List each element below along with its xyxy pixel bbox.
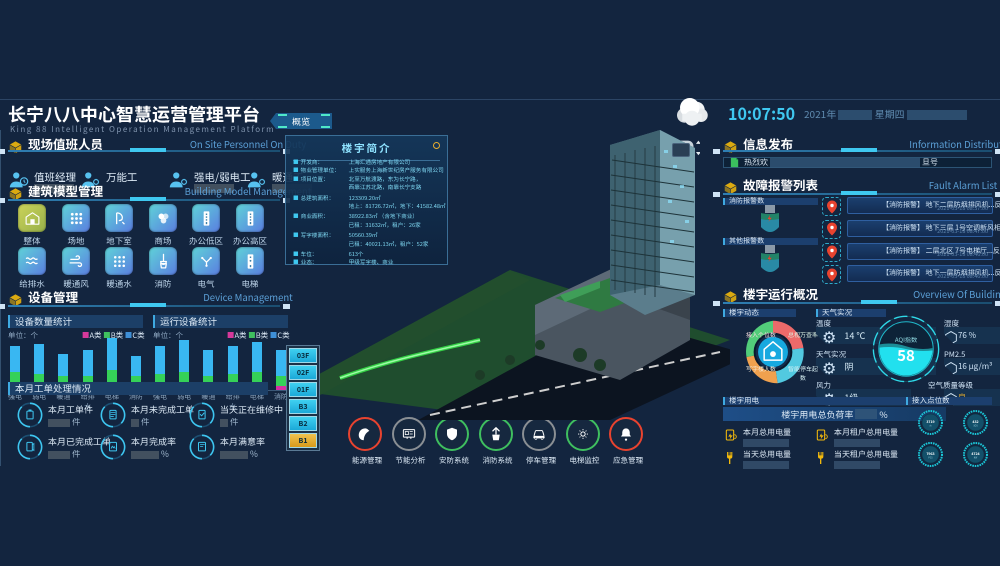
- svg-text:58: 58: [897, 345, 915, 366]
- svg-text:KW: KW: [974, 456, 977, 460]
- svg-text:PCS: PCS: [928, 456, 933, 460]
- svg-text:SOS: SOS: [973, 424, 978, 428]
- svg-text:AQI指数: AQI指数: [895, 335, 918, 344]
